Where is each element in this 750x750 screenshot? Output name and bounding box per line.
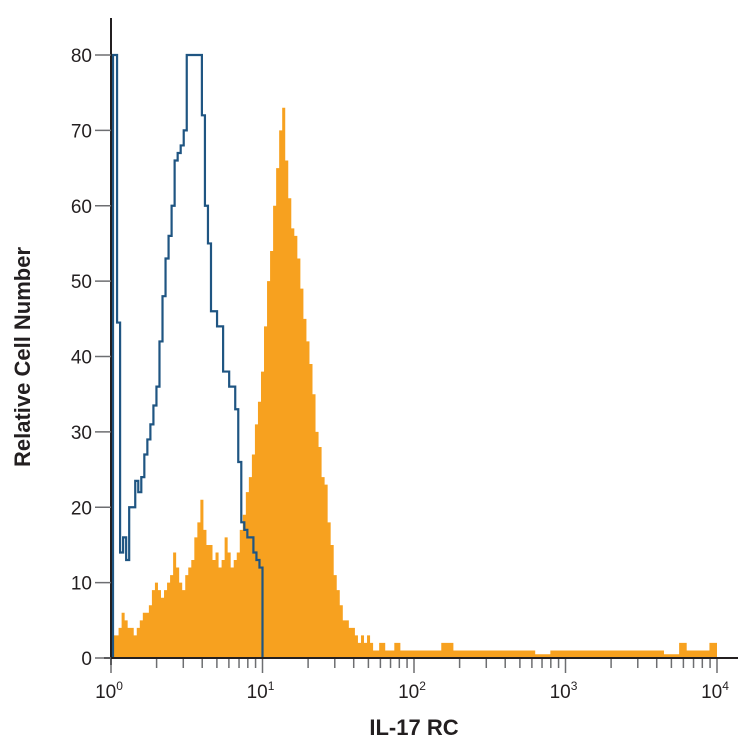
y-tick-label: 60 bbox=[71, 197, 92, 218]
y-tick-label: 40 bbox=[71, 348, 92, 369]
isotype-outline-histogram bbox=[111, 53, 264, 658]
x-tick-label: 102 bbox=[398, 679, 426, 703]
y-tick-label: 70 bbox=[71, 121, 92, 142]
x-tick-label: 101 bbox=[247, 679, 275, 703]
y-tick-label: 50 bbox=[71, 272, 92, 293]
axes bbox=[104, 18, 738, 665]
y-tick-label: 0 bbox=[81, 649, 92, 670]
y-axis-ticks: 0 10 20 30 40 50 60 70 80 bbox=[71, 46, 111, 670]
x-axis-title: IL-17 RC bbox=[369, 715, 458, 740]
y-tick-label: 20 bbox=[71, 498, 92, 519]
x-axis-ticks: 100 101 102 103 104 bbox=[95, 659, 729, 703]
histogram-series bbox=[111, 53, 717, 658]
x-tick-label: 100 bbox=[95, 679, 123, 703]
y-tick-label: 30 bbox=[71, 423, 92, 444]
filled-histogram bbox=[111, 107, 717, 658]
y-axis-title: Relative Cell Number bbox=[10, 247, 35, 468]
y-tick-label: 10 bbox=[71, 574, 92, 595]
y-tick-label: 80 bbox=[71, 46, 92, 67]
x-tick-label: 104 bbox=[701, 679, 729, 703]
x-tick-label: 103 bbox=[550, 679, 578, 703]
